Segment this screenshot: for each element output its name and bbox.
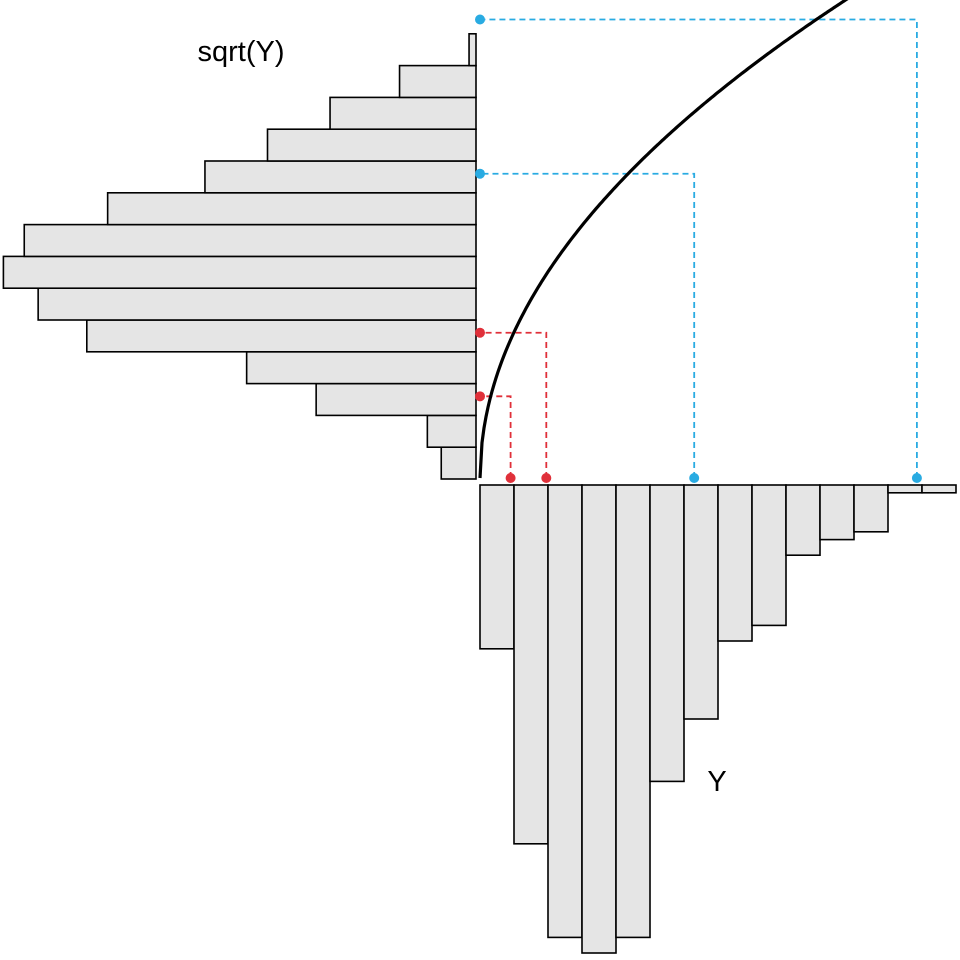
sqrt-bar-7	[2, 255, 477, 289]
label-y: Y	[707, 766, 726, 798]
sqrt-bar-5	[86, 319, 477, 353]
sqrt-bar-10	[204, 160, 477, 194]
mapping-dot-y	[689, 473, 700, 483]
mapping-dashed-line	[480, 172, 696, 478]
sqrt-bar-2	[426, 414, 477, 448]
y-bar-8	[717, 484, 753, 642]
mapping-line-4	[475, 14, 922, 483]
mapping-dot-sqrt	[475, 391, 485, 402]
mapping-lines	[475, 14, 922, 483]
sqrt-bar-1	[440, 446, 477, 480]
label-sqrt-y: sqrt(Y)	[198, 36, 285, 68]
sqrt-bar-12	[329, 96, 477, 131]
sqrt-bar-3	[315, 382, 477, 417]
mapping-dot-y	[541, 473, 552, 483]
mapping-dashed-line	[480, 395, 512, 478]
y-bar-3	[547, 484, 583, 939]
mapping-dashed-line	[480, 331, 548, 478]
y-bar-10	[785, 484, 821, 556]
mapping-line-2	[475, 327, 552, 483]
sqrt-bar-9	[106, 192, 477, 226]
y-bar-5	[615, 484, 651, 939]
sqrt-bar-4	[245, 350, 477, 385]
mapping-dot-sqrt	[475, 327, 485, 338]
mapping-line-3	[475, 168, 700, 483]
mapping-dot-sqrt	[475, 14, 485, 25]
labels-group: sqrt(Y) Y	[198, 36, 727, 798]
y-histogram	[479, 484, 957, 954]
y-bar-2	[513, 484, 549, 845]
y-bar-11	[819, 484, 855, 541]
y-bar-7	[683, 484, 719, 720]
y-bar-4	[581, 484, 617, 954]
sqrt-bar-11	[266, 128, 477, 162]
sqrt-curve	[478, 0, 849, 479]
mapping-dot-y	[911, 473, 922, 483]
y-bar-1	[479, 484, 515, 650]
y-bar-14	[921, 484, 957, 494]
sqrt-bar-8	[23, 223, 477, 258]
y-bar-9	[751, 484, 787, 627]
sqrt-bar-6	[37, 287, 477, 321]
mapping-dot-y	[505, 473, 516, 483]
sqrt-curve-group	[478, 0, 849, 479]
y-bar-13	[887, 484, 923, 494]
y-bar-6	[649, 484, 685, 783]
mapping-dashed-line	[480, 18, 918, 478]
sqrt-bar-14	[468, 32, 477, 67]
sqrt-histogram	[2, 32, 477, 480]
y-bar-12	[853, 484, 889, 533]
mapping-dot-sqrt	[475, 168, 485, 179]
sqrt-bar-13	[398, 64, 477, 99]
